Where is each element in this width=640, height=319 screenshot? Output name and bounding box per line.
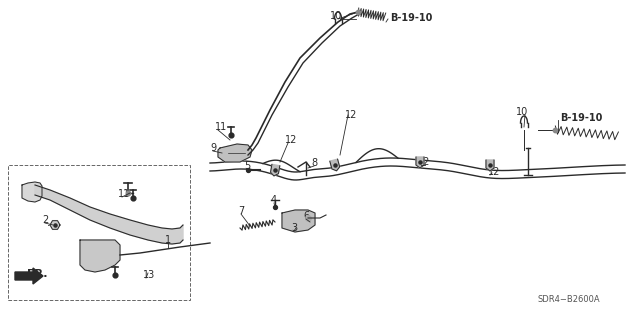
Polygon shape xyxy=(282,210,315,232)
Text: 12: 12 xyxy=(488,167,500,177)
Text: 1: 1 xyxy=(165,235,171,245)
Polygon shape xyxy=(416,157,424,168)
Point xyxy=(226,132,236,137)
Text: 12: 12 xyxy=(345,110,357,120)
Polygon shape xyxy=(80,240,120,272)
Text: 7: 7 xyxy=(238,206,244,216)
Text: 11: 11 xyxy=(215,122,227,132)
Text: 2: 2 xyxy=(42,215,48,225)
Point xyxy=(270,204,280,210)
Polygon shape xyxy=(271,164,280,176)
Text: B-19-10: B-19-10 xyxy=(560,113,602,123)
Point xyxy=(303,215,313,220)
Polygon shape xyxy=(15,268,43,284)
Text: 13: 13 xyxy=(143,270,156,280)
Text: 10: 10 xyxy=(330,11,342,21)
Point xyxy=(353,10,363,15)
Polygon shape xyxy=(35,185,183,244)
Polygon shape xyxy=(22,182,42,202)
Point xyxy=(415,160,425,165)
Polygon shape xyxy=(330,159,340,171)
Text: 5: 5 xyxy=(244,161,250,171)
Text: FR.: FR. xyxy=(27,269,47,279)
Text: 6: 6 xyxy=(303,211,309,221)
Text: 3: 3 xyxy=(291,223,297,233)
Polygon shape xyxy=(218,144,252,162)
Text: 12: 12 xyxy=(285,135,298,145)
Text: 8: 8 xyxy=(311,158,317,168)
Point xyxy=(128,196,138,201)
Point xyxy=(550,128,560,133)
Text: B-19-10: B-19-10 xyxy=(390,13,433,23)
Text: 10: 10 xyxy=(516,107,528,117)
Point xyxy=(123,190,133,196)
Bar xyxy=(8,165,190,300)
Text: 4: 4 xyxy=(271,195,277,205)
Polygon shape xyxy=(486,160,494,171)
Text: 11: 11 xyxy=(118,189,131,199)
Point xyxy=(50,222,60,227)
Text: 9: 9 xyxy=(210,143,216,153)
Point xyxy=(485,162,495,167)
Point xyxy=(270,167,280,173)
Point xyxy=(330,162,340,167)
Text: SDR4−B2600A: SDR4−B2600A xyxy=(538,295,600,305)
Point xyxy=(243,167,253,173)
Point xyxy=(110,272,120,278)
Text: 12: 12 xyxy=(418,157,430,167)
Polygon shape xyxy=(50,221,60,229)
